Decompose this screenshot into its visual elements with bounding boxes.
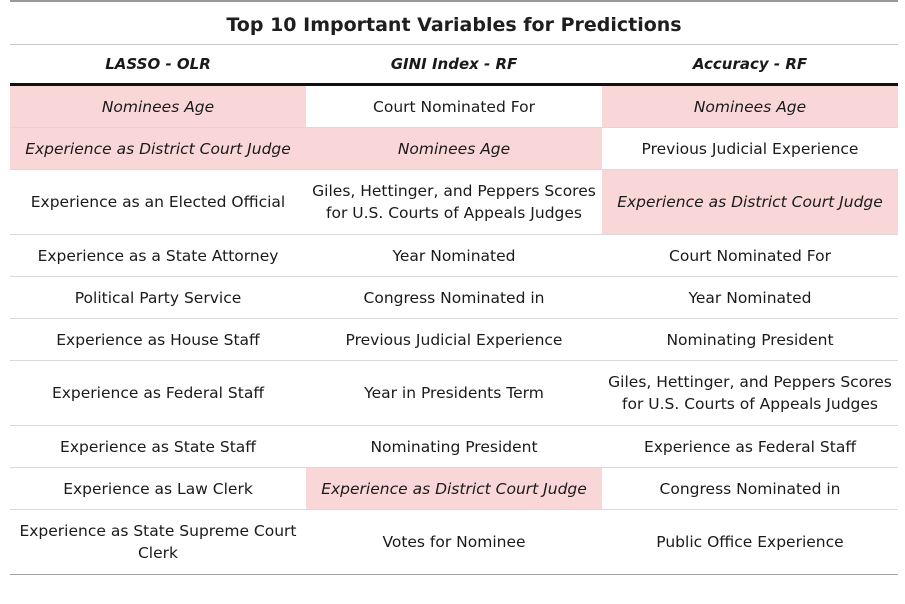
table-cell: Giles, Hettinger, and Peppers Scores for… — [602, 360, 898, 426]
table-cell: Experience as Federal Staff — [602, 425, 898, 468]
table-cell: Experience as an Elected Official — [10, 169, 306, 235]
table-row: Experience as State Staff Nominating Pre… — [10, 425, 898, 468]
table-row: Political Party Service Congress Nominat… — [10, 276, 898, 319]
table-cell: Court Nominated For — [306, 84, 602, 128]
table-row: Experience as a State Attorney Year Nomi… — [10, 234, 898, 277]
table-cell: Public Office Experience — [602, 509, 898, 575]
table-cell: Year Nominated — [306, 234, 602, 277]
table-cell: Experience as Law Clerk — [10, 467, 306, 510]
column-header-lasso-olr: LASSO - OLR — [10, 44, 306, 86]
table-cell: Previous Judicial Experience — [306, 318, 602, 361]
table-cell: Experience as District Court Judge — [306, 467, 602, 510]
table-cell: Experience as House Staff — [10, 318, 306, 361]
column-header-accuracy-rf: Accuracy - RF — [602, 44, 898, 86]
table-title: Top 10 Important Variables for Predictio… — [10, 0, 898, 45]
table-row: Experience as District Court Judge Nomin… — [10, 127, 898, 170]
table-row: Nominees Age Court Nominated For Nominee… — [10, 84, 898, 128]
table-cell: Nominees Age — [306, 127, 602, 170]
table-cell: Political Party Service — [10, 276, 306, 319]
table-cell: Giles, Hettinger, and Peppers Scores for… — [306, 169, 602, 235]
variables-table-container: Top 10 Important Variables for Predictio… — [10, 0, 898, 575]
table-cell: Year in Presidents Term — [306, 360, 602, 426]
table-row: Experience as House Staff Previous Judic… — [10, 318, 898, 361]
table-cell: Congress Nominated in — [602, 467, 898, 510]
table-cell: Experience as a State Attorney — [10, 234, 306, 277]
table-cell: Nominating President — [306, 425, 602, 468]
table-cell: Votes for Nominee — [306, 509, 602, 575]
table-cell: Court Nominated For — [602, 234, 898, 277]
table-cell: Experience as District Court Judge — [10, 127, 306, 170]
table-cell: Nominating President — [602, 318, 898, 361]
column-header-gini-index-rf: GINI Index - RF — [306, 44, 602, 86]
table-row: Experience as Law Clerk Experience as Di… — [10, 467, 898, 510]
table-cell: Nominees Age — [602, 84, 898, 128]
important-variables-table: Top 10 Important Variables for Predictio… — [10, 0, 898, 575]
table-cell: Nominees Age — [10, 84, 306, 128]
table-cell: Experience as State Supreme Court Clerk — [10, 509, 306, 575]
table-row: Experience as an Elected Official Giles,… — [10, 169, 898, 235]
table-cell: Year Nominated — [602, 276, 898, 319]
table-row: Experience as State Supreme Court Clerk … — [10, 509, 898, 575]
table-cell: Experience as Federal Staff — [10, 360, 306, 426]
table-cell: Congress Nominated in — [306, 276, 602, 319]
table-cell: Experience as District Court Judge — [602, 169, 898, 235]
table-row: Experience as Federal Staff Year in Pres… — [10, 360, 898, 426]
table-cell: Experience as State Staff — [10, 425, 306, 468]
table-cell: Previous Judicial Experience — [602, 127, 898, 170]
